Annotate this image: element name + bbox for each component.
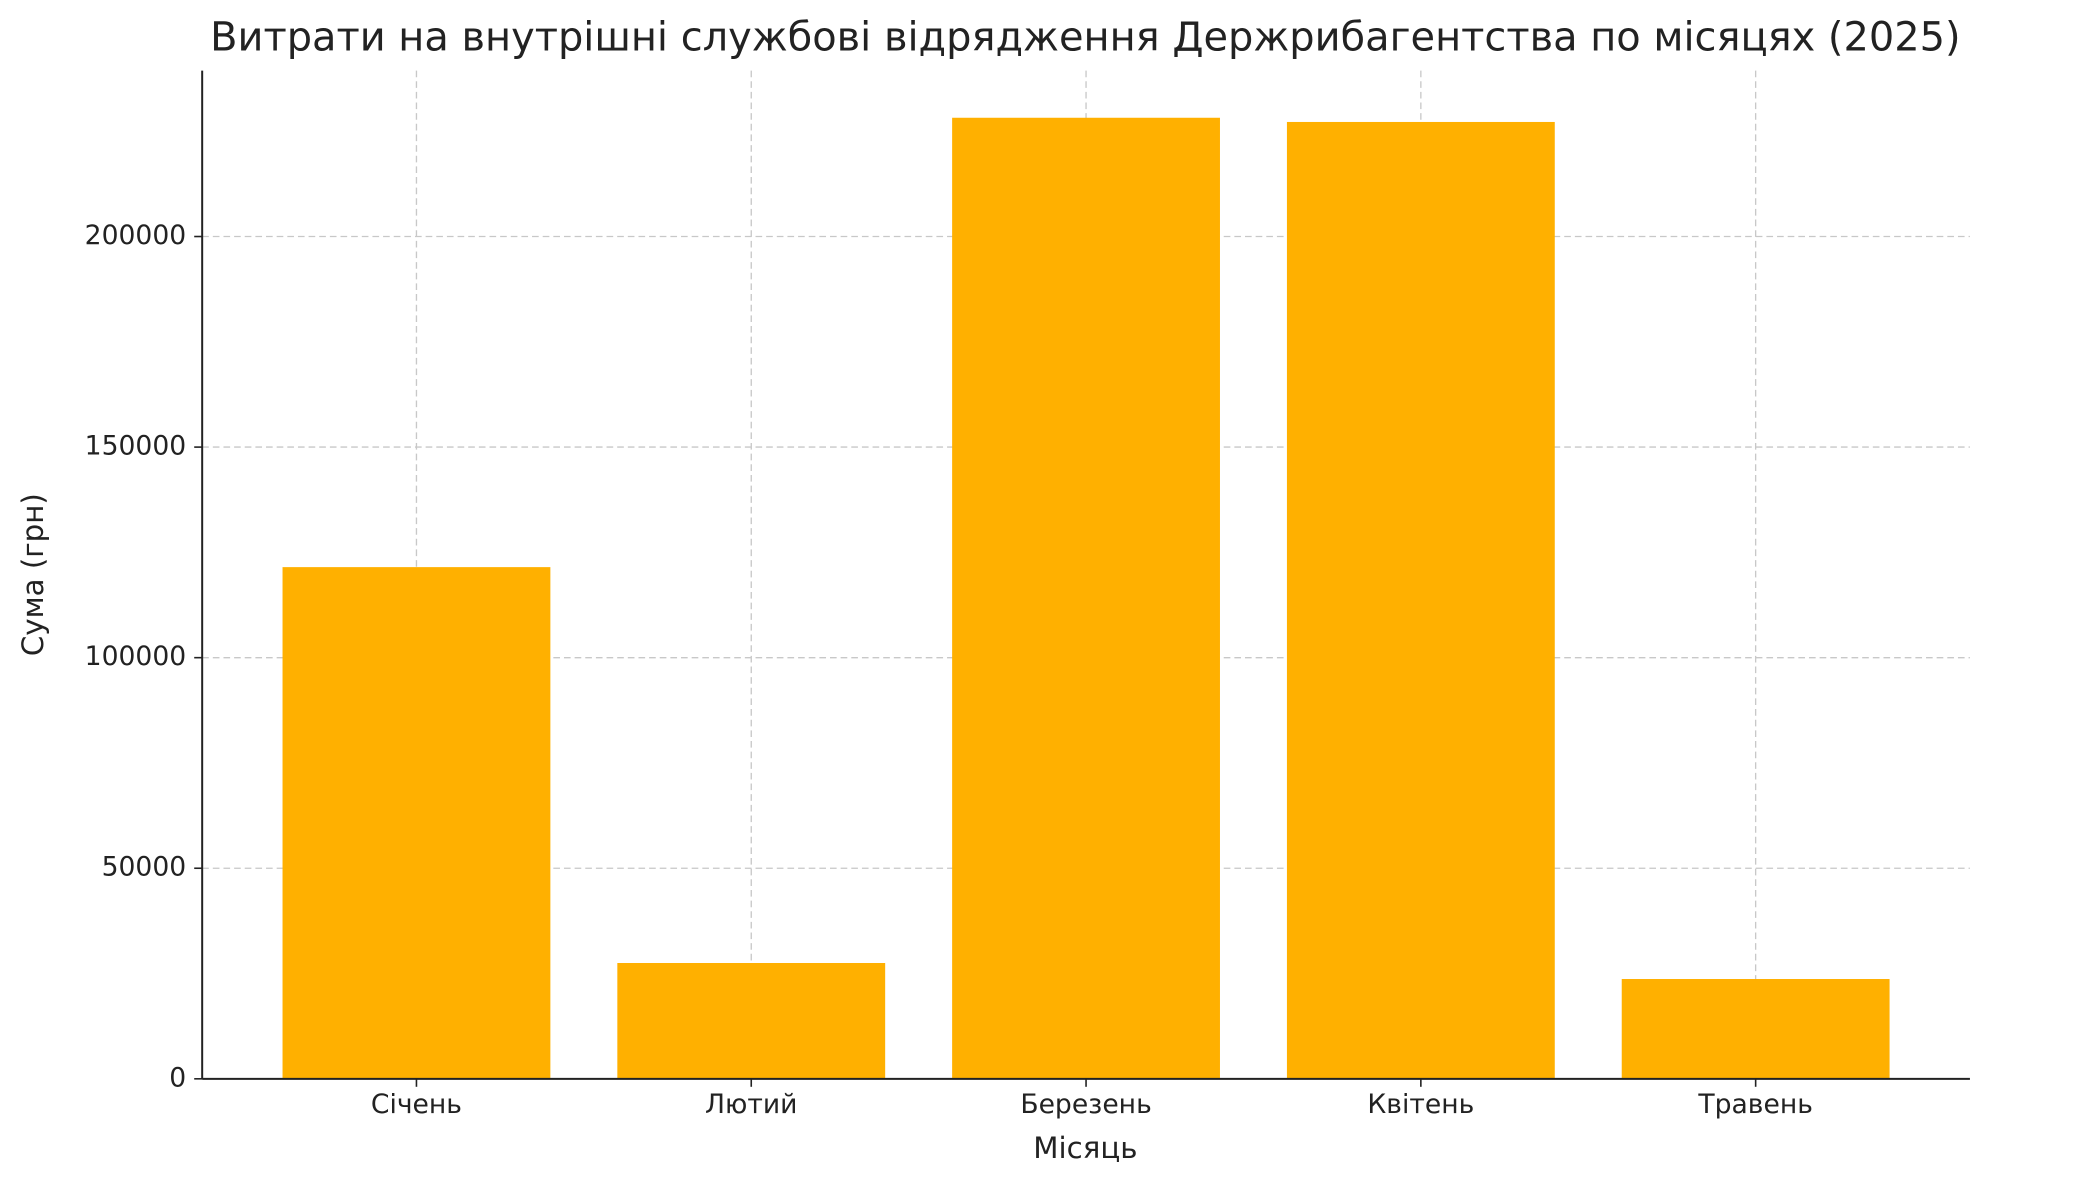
bar — [952, 117, 1220, 1079]
y-tick-label: 100000 — [85, 641, 187, 672]
y-tick-label: 200000 — [85, 220, 187, 251]
bar — [1286, 121, 1555, 1079]
y-tick-label: 0 — [169, 1062, 186, 1093]
y-axis-label: Сума (грн) — [16, 493, 50, 656]
chart-title: Витрати на внутрішні службові відрядженн… — [210, 14, 1960, 60]
x-tick-label: Травень — [1697, 1089, 1813, 1120]
bar — [617, 963, 886, 1079]
x-axis-label: Місяць — [1033, 1131, 1137, 1165]
x-tick-label: Січень — [371, 1089, 462, 1120]
y-tick-label: 50000 — [102, 852, 187, 883]
x-tick-label: Лютий — [705, 1089, 797, 1120]
x-tick-label: Квітень — [1367, 1089, 1474, 1120]
y-tick-label: 150000 — [85, 431, 187, 462]
bar — [1621, 979, 1890, 1079]
bar — [282, 567, 551, 1079]
x-tick-label: Березень — [1020, 1089, 1151, 1120]
